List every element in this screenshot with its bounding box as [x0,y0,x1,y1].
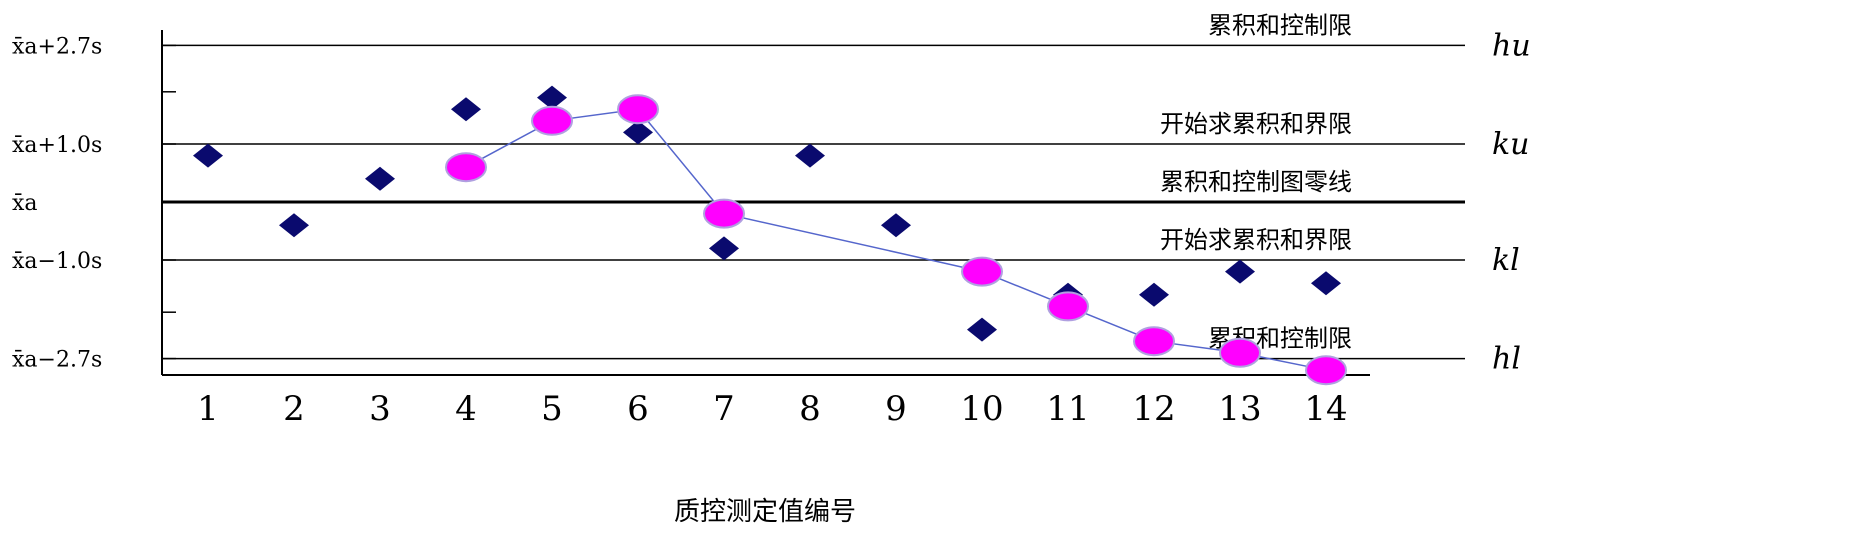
x-tick-label-9: 9 [885,389,907,429]
diamond-point-6 [623,120,653,145]
x-tick-label-12: 12 [1132,389,1175,429]
diamond-point-5 [537,85,567,110]
diamond-point-10 [967,317,997,342]
data-series [193,85,1347,386]
reference-lines: 累积和控制限hu开始求累积和界限ku累积和控制图零线开始求累积和界限kl累积和控… [162,11,1531,377]
diamond-point-8 [795,143,825,168]
x-axis-label: 质控测定值编号 [674,497,856,527]
x-tick-label-11: 11 [1046,389,1089,429]
x-tick-labels: 1 2 3 4 5 6 7 8 9 10 11 12 13 14 [197,389,1347,429]
ref-line-symbol-1: ku [1492,127,1530,162]
x-tick-label-7: 7 [713,389,735,429]
x-tick-label-2: 2 [283,389,305,429]
x-tick-label-1: 1 [197,389,219,429]
ref-line-symbol-0: hu [1492,28,1531,63]
x-tick-label-8: 8 [799,389,821,429]
ref-line-label-1: 开始求累积和界限 [1160,110,1352,138]
cusum-point-4 [445,152,487,183]
diamond-point-9 [881,213,911,238]
x-tick-label-13: 13 [1218,389,1261,429]
x-tick-label-3: 3 [369,389,391,429]
y-tick-labels: x̄a+2.7s x̄a+1.0s x̄a x̄a−1.0s x̄a−2.7s [12,34,176,373]
diamond-point-2 [279,213,309,238]
y-tick-label-1: x̄a+1.0s [12,133,102,158]
cusum-point-14 [1305,355,1347,386]
cusum-point-6 [617,94,659,125]
diamond-point-12 [1139,282,1169,307]
x-tick-label-6: 6 [627,389,649,429]
cusum-point-7 [703,198,745,229]
x-tick-label-14: 14 [1304,389,1347,429]
ref-line-symbol-4: hl [1492,342,1521,377]
diamond-point-7 [709,236,739,261]
cusum-point-12 [1133,326,1175,357]
ref-line-label-0: 累积和控制限 [1208,11,1352,39]
ref-line-symbol-3: kl [1492,243,1520,278]
cusum-point-11 [1047,291,1089,322]
diamond-point-14 [1311,271,1341,296]
x-tick-label-10: 10 [960,389,1003,429]
diamond-point-13 [1225,259,1255,284]
diamond-point-4 [451,97,481,122]
diamond-point-1 [193,143,223,168]
cusum-point-5 [531,105,573,136]
y-tick-label-0: x̄a+2.7s [12,34,102,59]
y-tick-label-4: x̄a−2.7s [12,348,102,373]
x-tick-label-5: 5 [541,389,563,429]
ref-line-label-2: 累积和控制图零线 [1160,168,1352,196]
ref-line-label-3: 开始求累积和界限 [1160,226,1352,254]
diamond-point-3 [365,166,395,191]
x-tick-label-4: 4 [455,389,477,429]
y-tick-label-3: x̄a−1.0s [12,249,102,274]
cusum-point-10 [961,256,1003,287]
cusum-point-13 [1219,337,1261,368]
y-tick-label-2: x̄a [12,191,38,216]
